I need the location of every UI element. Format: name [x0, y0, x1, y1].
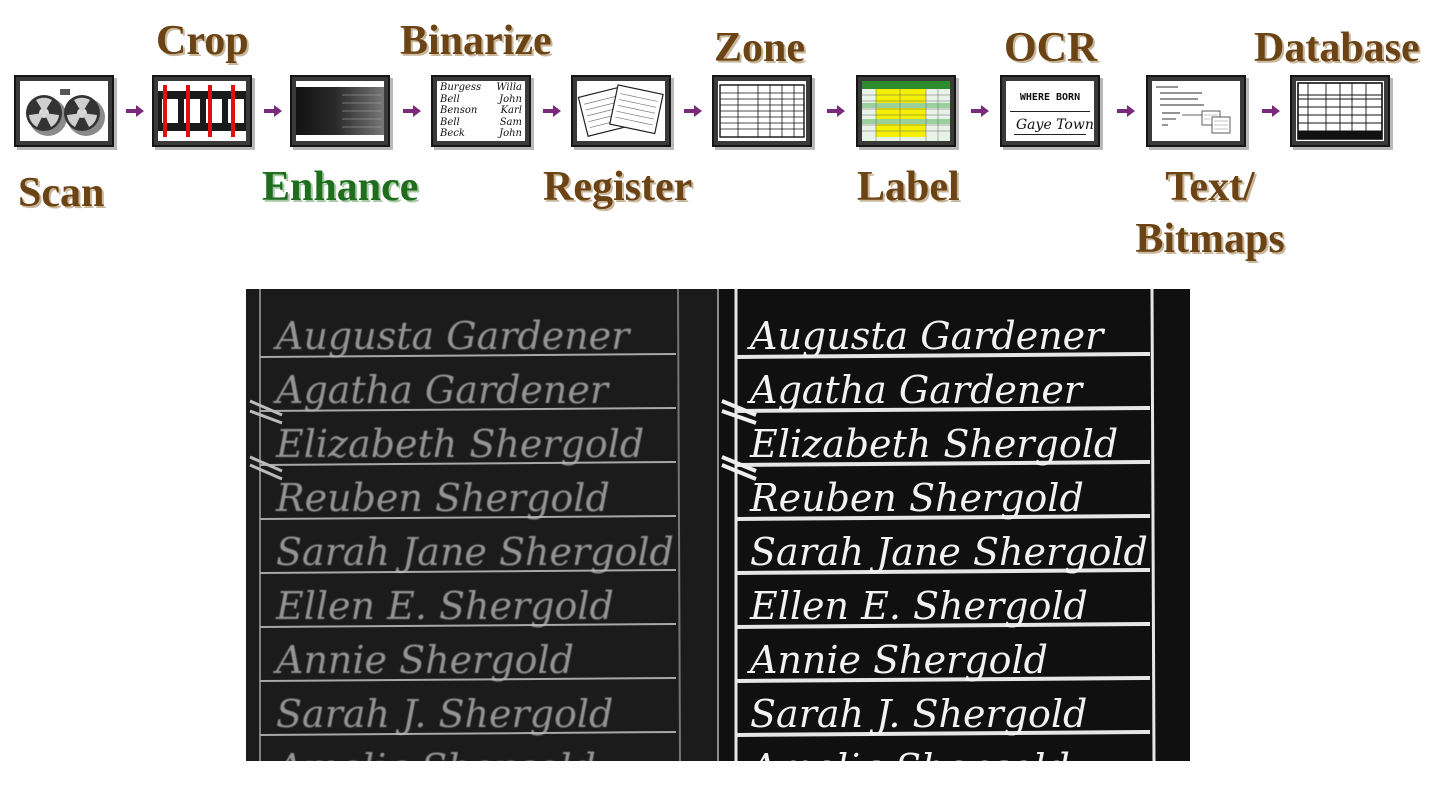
database-label: Database: [1254, 25, 1420, 71]
handwritten-name: Amelia Shergold: [273, 746, 596, 761]
row-rule: [259, 461, 677, 466]
scan-label: Scan: [18, 170, 105, 216]
binarize-step: Burgess Willa Bell John Benson Karl Bell Sam…: [431, 75, 531, 147]
ocr-step: WHERE BORN Gaye Town: [1000, 75, 1100, 147]
scan-step: [14, 75, 114, 147]
table-grid-icon: [718, 81, 806, 141]
film-strip-crop-icon: [158, 81, 246, 141]
row-rule: [735, 568, 1151, 575]
zone-step: [712, 75, 812, 147]
label-step-label: Label: [857, 164, 960, 210]
row-rule: [735, 460, 1151, 467]
row-rule: [259, 407, 677, 412]
arrow-register-zone: [684, 105, 702, 117]
arrow-zone-label: [827, 105, 845, 117]
text-bitmaps-step: [1146, 75, 1246, 147]
label-step: [856, 75, 956, 147]
handwritten-name: Reuben Shergold: [749, 476, 1084, 520]
handwritten-name: Ellen E. Shergold: [749, 584, 1088, 628]
enhancement-comparison: Augusta Gardener Agatha Gardener Elizabeth…: [246, 289, 1190, 761]
handwritten-name: Elizabeth Shergold: [275, 422, 644, 466]
highlighted-spreadsheet-icon: [862, 81, 950, 141]
binarize-row: Benson Karl: [440, 105, 522, 116]
binarize-row: Burgess Willa: [440, 82, 522, 93]
enhance-step: [290, 75, 390, 147]
enhanced-scan-panel: Augusta Gardener Agatha Gardener Elizabeth…: [717, 289, 1190, 761]
text-label-line1: Text/: [1165, 164, 1255, 210]
ocr-divider: [1010, 111, 1090, 112]
arrow-label-ocr: [971, 105, 989, 117]
text-bitmap-icon: [1152, 81, 1240, 141]
film-reel-icon: [20, 81, 108, 141]
handwritten-name: Ellen E. Shergold: [275, 584, 614, 628]
handwritten-name: Augusta Gardener: [273, 314, 632, 358]
row-rule: [259, 623, 677, 628]
binarize-label: Binarize: [400, 18, 552, 64]
binarize-row: Bell John: [440, 93, 522, 105]
row-rule: [259, 569, 677, 574]
handwritten-name: Reuben Shergold: [275, 476, 610, 520]
row-rule: [735, 676, 1151, 683]
handwritten-name: Sarah Jane Shergold: [750, 530, 1148, 574]
enhance-label: Enhance: [262, 164, 419, 210]
handwritten-name: Augusta Gardener: [747, 314, 1106, 358]
enhanced-image-icon: [296, 81, 384, 141]
handwriting-icon: Burgess Willa Bell John Benson Karl Bell Sam…: [437, 81, 525, 141]
row-rule: [735, 352, 1151, 359]
arrow-text-database: [1262, 105, 1280, 117]
overlapping-pages-icon: [577, 81, 665, 141]
ocr-underline: [1014, 134, 1086, 135]
arrow-ocr-text: [1117, 105, 1135, 117]
handwritten-name: Sarah Jane Shergold: [276, 530, 674, 574]
row-rule: [259, 731, 677, 736]
arrow-crop-enhance: [264, 105, 282, 117]
row-rule: [259, 515, 677, 520]
row-rule: [735, 622, 1151, 629]
handwritten-name: Sarah J. Shergold: [276, 692, 613, 736]
handwritten-name: Agatha Gardener: [747, 368, 1085, 412]
text-label-line2: Bitmaps: [1135, 216, 1285, 262]
row-rule: [259, 353, 677, 358]
crop-label: Crop: [156, 18, 249, 64]
ocr-printed-text: WHERE BORN: [1019, 92, 1081, 103]
handwritten-name: Annie Shergold: [273, 638, 574, 682]
handwritten-name: Annie Shergold: [747, 638, 1048, 682]
enhanced-scan-icon: [718, 289, 1190, 761]
register-step: [571, 75, 671, 147]
register-label: Register: [543, 164, 693, 210]
row-rule: [259, 677, 677, 682]
database-table-icon: [1296, 81, 1384, 141]
text-bitmaps-label: Text/ Bitmaps: [1128, 166, 1292, 260]
handwritten-name: Elizabeth Shergold: [749, 422, 1118, 466]
ocr-text-icon: WHERE BORN Gaye Town: [1006, 81, 1094, 141]
handwritten-name: Amelia Shergold: [747, 746, 1070, 761]
row-rule: [735, 514, 1151, 521]
database-step: [1290, 75, 1390, 147]
zone-label: Zone: [714, 25, 806, 71]
ocr-label: OCR: [1004, 25, 1098, 71]
ocr-handwritten-text: Gaye Town: [1016, 117, 1094, 133]
binarize-row: Bell Sam: [440, 116, 522, 128]
row-rule: [735, 730, 1151, 737]
original-scan-panel: Augusta Gardener Agatha Gardener Elizabeth…: [246, 289, 718, 761]
arrow-binarize-register: [543, 105, 561, 117]
binarize-row: Beck John: [440, 128, 522, 139]
row-rule: [735, 406, 1151, 413]
crop-step: [152, 75, 252, 147]
arrow-scan-crop: [126, 105, 144, 117]
handwritten-name: Agatha Gardener: [273, 368, 611, 412]
handwritten-name: Sarah J. Shergold: [750, 692, 1087, 736]
arrow-enhance-binarize: [403, 105, 421, 117]
original-scan-icon: [246, 289, 718, 761]
